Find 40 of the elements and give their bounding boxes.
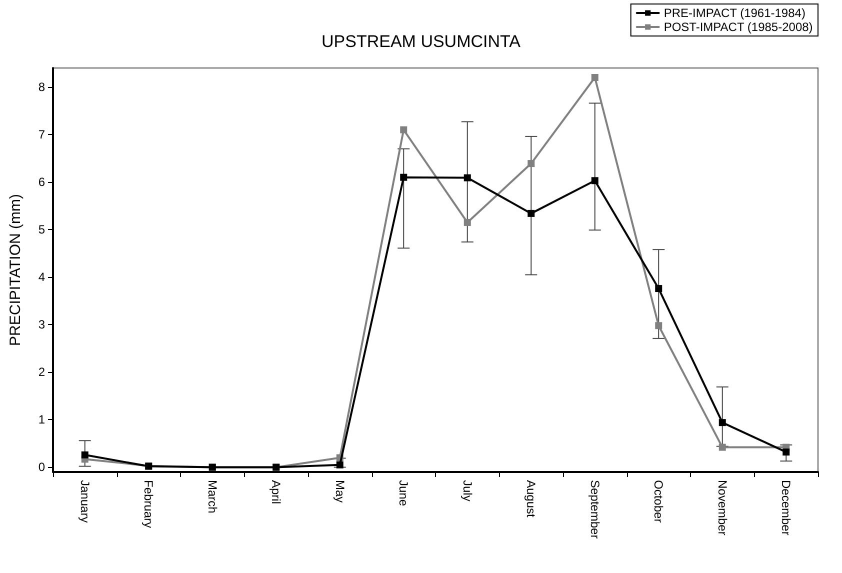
- point: [528, 210, 535, 217]
- x-tick-label: April: [269, 480, 284, 504]
- x-tick-label: May: [332, 480, 347, 503]
- x-tick-label: November: [715, 480, 730, 536]
- x-tick-label: June: [396, 480, 411, 506]
- point: [718, 444, 726, 451]
- y-axis-title: PRECIPITATION (mm): [7, 194, 24, 346]
- y-tick-label: 6: [38, 175, 46, 190]
- y-tick-label: 8: [38, 80, 46, 94]
- point: [400, 174, 408, 181]
- point: [591, 177, 598, 184]
- point: [655, 322, 662, 330]
- x-tick-label: March: [205, 480, 220, 514]
- x-tick-label: January: [78, 480, 92, 523]
- y-tick-label: 3: [38, 318, 46, 332]
- legend-label: POST-IMPACT (1985-2008): [664, 20, 813, 34]
- point: [336, 461, 344, 468]
- point: [591, 74, 598, 82]
- y-tick-label: 1: [38, 412, 46, 427]
- x-tick-label: October: [652, 480, 666, 523]
- y-tick-label: 0: [38, 460, 46, 474]
- x-tick-label: December: [779, 480, 794, 536]
- legend-label: PRE-IMPACT (1961-1984): [664, 6, 806, 20]
- y-tick-label: 4: [38, 270, 46, 284]
- point: [464, 218, 471, 226]
- point: [400, 126, 408, 134]
- x-tick-label: September: [588, 480, 602, 539]
- x-tick-label: February: [142, 480, 156, 528]
- chart-title: UPSTREAM USUMCINTA: [322, 32, 522, 51]
- point: [464, 174, 471, 182]
- point: [718, 419, 726, 426]
- point: [655, 285, 662, 292]
- x-tick-label: August: [524, 480, 538, 518]
- point: [81, 451, 88, 458]
- y-tick-label: 7: [38, 128, 46, 142]
- point: [528, 160, 535, 168]
- y-tick-label: 2: [38, 365, 46, 380]
- y-tick-label: 5: [38, 222, 46, 237]
- x-tick-label: July: [460, 480, 474, 502]
- point: [782, 448, 790, 456]
